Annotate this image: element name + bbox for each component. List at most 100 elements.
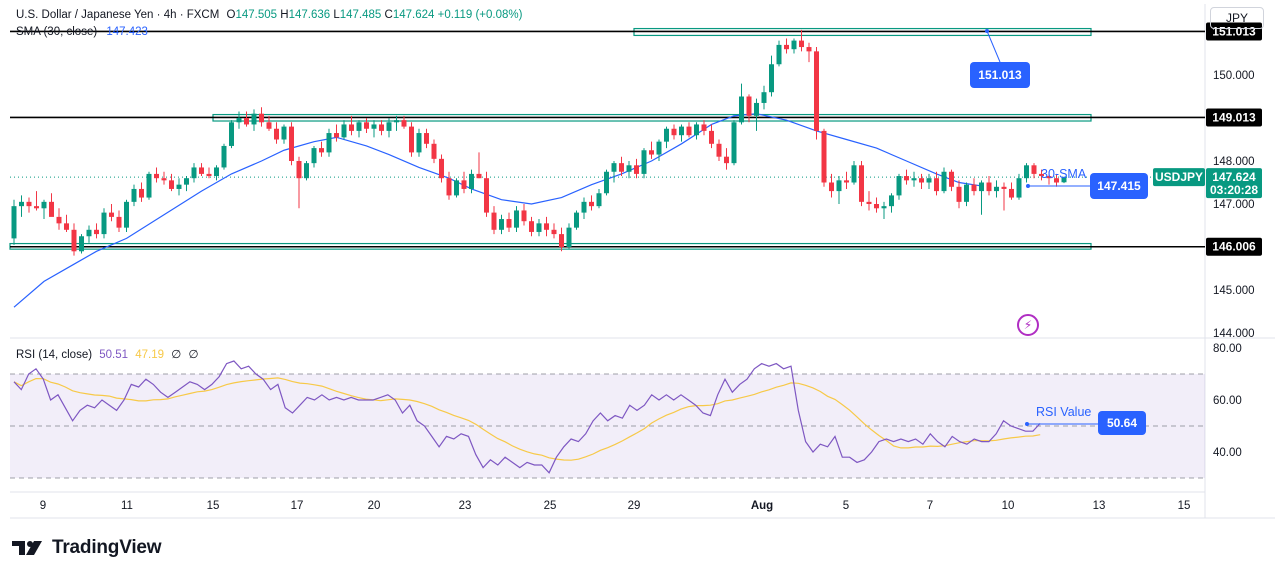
candle-body	[724, 156, 729, 164]
candle-body	[574, 212, 579, 228]
rsi-legend-value: 50.51	[99, 349, 129, 361]
candle-body	[206, 173, 212, 177]
candle-body	[971, 184, 977, 192]
support-axis-label-bg	[1206, 237, 1262, 256]
candle-body	[454, 180, 459, 196]
lightning-icon[interactable]: ⚡	[1017, 314, 1039, 336]
candle-body	[566, 227, 572, 247]
time-tick-label: Aug	[751, 500, 773, 512]
candle-body	[274, 128, 279, 140]
candle-body	[11, 206, 17, 239]
candle-body	[266, 122, 272, 129]
candle-body	[746, 96, 752, 116]
candle-body	[146, 173, 152, 198]
low-value: 147.485	[339, 9, 382, 21]
candles-group	[11, 29, 1067, 256]
currency-button[interactable]: JPY	[1210, 7, 1264, 29]
candle-body	[214, 167, 219, 177]
candle-body	[101, 212, 107, 235]
time-tick-label: 15	[207, 500, 220, 512]
candle-body	[431, 143, 437, 159]
candle-body	[296, 161, 302, 179]
candle-body	[829, 182, 834, 192]
current-price-axis-label: 147.624	[1212, 170, 1256, 184]
candle-body	[221, 145, 227, 168]
rsi-callout-text: 50.64	[1107, 416, 1137, 430]
candle-body	[559, 234, 564, 247]
candle-body	[694, 124, 699, 136]
countdown-axis-label: 03:20:28	[1210, 183, 1258, 197]
candle-body	[439, 158, 444, 179]
callout-top-text: 151.013	[978, 68, 1022, 82]
candle-body	[1061, 177, 1067, 183]
candle-body	[499, 219, 504, 230]
candle-body	[469, 173, 474, 189]
symbol-header: U.S. Dollar / Japanese Yen · 4h · FXCM O…	[16, 9, 522, 21]
candle-body	[326, 133, 332, 153]
candle-body	[491, 212, 497, 230]
sma-legend-label: SMA (30, close)	[16, 26, 98, 38]
header-separator: ·	[156, 9, 164, 21]
rsi-tick-label: 40.00	[1213, 447, 1242, 459]
candle-body	[611, 163, 617, 172]
time-tick-label: 20	[368, 500, 381, 512]
candle-body	[229, 122, 234, 146]
rsi-tick-label: 60.00	[1213, 395, 1242, 407]
callout-top-leader	[986, 30, 1001, 63]
low-label: L	[333, 9, 340, 21]
sma-legend[interactable]: SMA (30, close) 147.423	[16, 26, 148, 38]
symbol-name[interactable]: U.S. Dollar / Japanese Yen	[16, 9, 154, 21]
tradingview-logo[interactable]: TradingView	[12, 537, 162, 559]
candle-body	[709, 130, 714, 144]
high-value: 147.636	[288, 9, 331, 21]
support-axis-label: 146.006	[1212, 240, 1256, 254]
callout-top-anchor	[985, 29, 989, 33]
candle-body	[289, 126, 294, 161]
candle-body	[844, 180, 849, 183]
candle-body	[86, 229, 92, 237]
rsi-legend-label: RSI (14, close)	[16, 349, 93, 361]
candle-body	[176, 184, 182, 189]
candle-body	[949, 171, 954, 187]
candle-body	[604, 171, 609, 194]
candle-body	[596, 193, 602, 207]
candle-body	[319, 148, 324, 153]
candle-body	[814, 51, 819, 131]
rsi-ma-legend-value: 47.19	[135, 349, 165, 361]
candle-body	[71, 229, 77, 252]
candle-body	[769, 64, 774, 93]
candle-body	[236, 118, 242, 123]
candle-body	[619, 163, 624, 172]
candle-body	[124, 201, 129, 228]
candle-body	[154, 173, 159, 179]
candle-body	[701, 124, 707, 131]
candle-body	[761, 92, 767, 103]
candle-body	[19, 201, 24, 207]
candle-body	[244, 118, 249, 125]
rsi-legend[interactable]: RSI (14, close) 50.51 47.19 ∅ ∅	[16, 347, 199, 361]
resistance-top-axis-label-bg	[1206, 22, 1262, 41]
candle-body	[506, 219, 512, 228]
close-value: 147.624	[392, 9, 435, 21]
time-tick-label: 11	[121, 500, 133, 512]
candle-body	[859, 165, 864, 202]
candle-body	[356, 122, 362, 131]
time-tick-label: 25	[544, 500, 557, 512]
candle-body	[1046, 176, 1052, 179]
candle-body	[64, 223, 69, 230]
price-tick-label: 150.000	[1213, 70, 1255, 82]
open-label: O	[226, 9, 236, 21]
candle-body	[41, 201, 47, 209]
candle-body	[739, 96, 744, 123]
candle-body	[1039, 173, 1044, 177]
interval[interactable]: 4h	[163, 9, 177, 21]
candle-body	[379, 124, 384, 131]
candle-body	[956, 186, 962, 202]
candle-body	[259, 113, 264, 123]
candle-body	[656, 141, 662, 155]
candle-body	[109, 212, 114, 217]
candle-body	[94, 229, 99, 235]
candle-body	[364, 122, 369, 129]
candle-body	[536, 223, 542, 232]
